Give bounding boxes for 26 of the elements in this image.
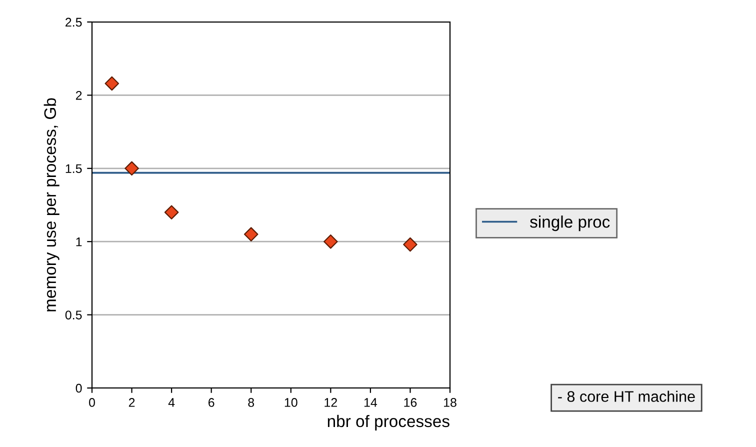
- point: [124, 161, 139, 176]
- x-tick-label: 18: [444, 398, 456, 407]
- x-tick-label: 10: [284, 398, 298, 407]
- y-tick-label: 1.5: [66, 164, 82, 174]
- x-tick-label: 6: [208, 398, 214, 407]
- y-axis-title: memory use per process, Gb: [44, 98, 60, 312]
- y-tick-label: 0: [76, 384, 82, 393]
- x-tick-label: 14: [364, 398, 378, 407]
- x-tick-label: 0: [89, 398, 95, 407]
- y-tick-label: 1: [76, 238, 82, 246]
- y-tick-label: 0.5: [65, 310, 82, 320]
- y-tick-label: 2.5: [66, 18, 82, 27]
- text: - 8 core HT machine: [558, 390, 695, 402]
- point: [244, 227, 258, 242]
- x-tick-label: 16: [404, 398, 417, 407]
- x-tick-label: 4: [168, 398, 175, 407]
- legend-label: single proc: [530, 216, 610, 232]
- x-tick-label: 2: [128, 398, 135, 407]
- y-tick-label: 2: [76, 91, 82, 100]
- point: [104, 76, 120, 91]
- x-tick-label: 8: [248, 398, 254, 407]
- x-tick-label: 12: [324, 398, 337, 407]
- point: [324, 234, 338, 249]
- point: [403, 237, 418, 252]
- x-axis-title: nbr of processes: [328, 414, 450, 430]
- point: [164, 205, 179, 220]
